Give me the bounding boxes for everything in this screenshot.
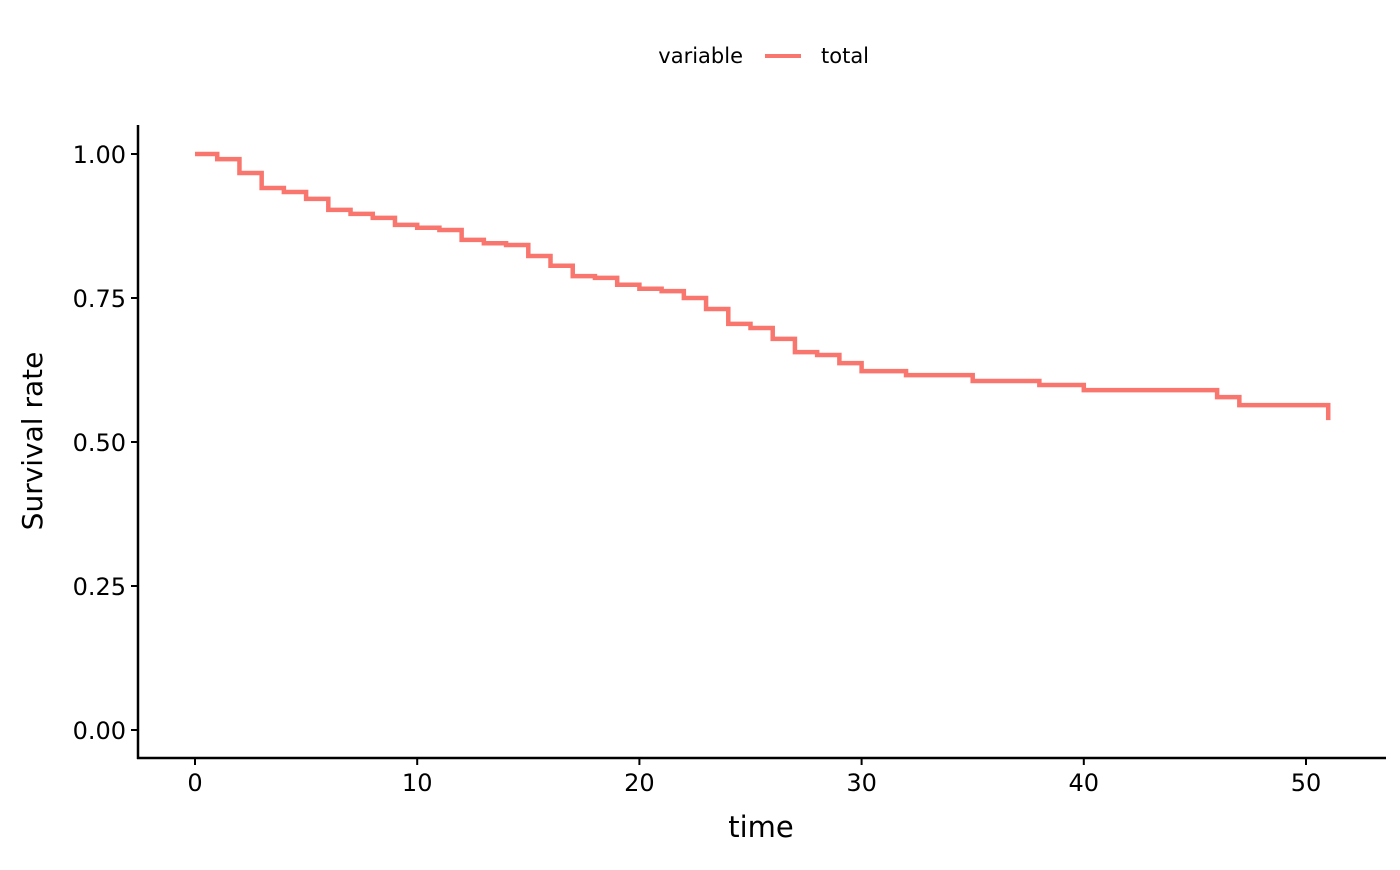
x-tick-label: 20 [624,769,655,797]
y-tick-label: 0.25 [73,573,126,601]
y-tick-label: 0.00 [73,717,126,745]
y-tick-label: 1.00 [73,141,126,169]
x-tick-label: 50 [1291,769,1322,797]
y-axis-title: Survival rate [16,352,49,531]
x-tick-label: 10 [402,769,433,797]
legend: variable total [658,44,869,68]
x-tick-label: 0 [187,769,202,797]
x-tick-label: 40 [1069,769,1100,797]
series-line-total [195,151,1331,421]
y-tick-label: 0.75 [73,285,126,313]
y-tick-label: 0.50 [73,429,126,457]
x-axis-title: time [728,810,794,844]
legend-title: variable [658,44,743,68]
x-tick-label: 30 [846,769,877,797]
legend-label-total: total [821,44,869,68]
